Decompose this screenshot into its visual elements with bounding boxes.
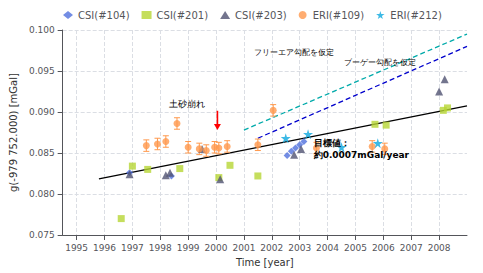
- svg-text:0.075: 0.075: [29, 230, 55, 240]
- svg-text:フリーエア勾配を仮定: フリーエア勾配を仮定: [254, 48, 334, 57]
- svg-text:0.100: 0.100: [29, 25, 55, 35]
- svg-text:1997: 1997: [121, 243, 144, 253]
- svg-text:土砂崩れ: 土砂崩れ: [169, 99, 205, 109]
- svg-text:Time [year]: Time [year]: [235, 257, 294, 268]
- svg-text:0.080: 0.080: [29, 189, 55, 199]
- svg-text:ERI(#109): ERI(#109): [313, 10, 365, 21]
- svg-text:ブーゲー勾配を仮定: ブーゲー勾配を仮定: [344, 58, 416, 67]
- svg-text:CSI(#203): CSI(#203): [235, 10, 287, 21]
- svg-text:2006: 2006: [372, 243, 395, 253]
- svg-text:0.095: 0.095: [29, 66, 55, 76]
- svg-text:2004: 2004: [316, 243, 339, 253]
- svg-text:1996: 1996: [93, 243, 116, 253]
- svg-text:約0.0007mGal/year: 約0.0007mGal/year: [313, 150, 410, 160]
- svg-text:2008: 2008: [428, 243, 451, 253]
- svg-text:0.090: 0.090: [29, 107, 55, 117]
- svg-text:目標値：: 目標値：: [314, 138, 350, 148]
- svg-text:CSI(#104): CSI(#104): [78, 10, 130, 21]
- svg-text:1995: 1995: [65, 243, 88, 253]
- svg-text:2007: 2007: [400, 243, 423, 253]
- svg-text:2003: 2003: [288, 243, 311, 253]
- svg-text:ERI(#212): ERI(#212): [390, 10, 442, 21]
- svg-text:0.085: 0.085: [29, 148, 55, 158]
- svg-text:CSI(#201): CSI(#201): [157, 10, 209, 21]
- svg-text:1998: 1998: [149, 243, 172, 253]
- svg-text:g(-979 752.000) [mGal]: g(-979 752.000) [mGal]: [8, 73, 19, 192]
- svg-text:1999: 1999: [177, 243, 200, 253]
- svg-text:2005: 2005: [344, 243, 367, 253]
- svg-text:2001: 2001: [232, 243, 255, 253]
- svg-text:2002: 2002: [260, 243, 283, 253]
- svg-text:2000: 2000: [205, 243, 228, 253]
